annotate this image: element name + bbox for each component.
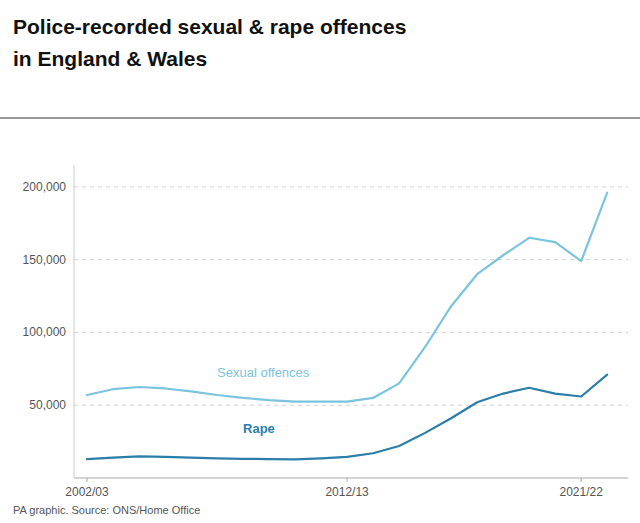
grid-line — [74, 405, 628, 406]
grid-line — [74, 259, 628, 260]
grid-line — [74, 332, 628, 333]
x-tick-label: 2002/03 — [65, 485, 109, 499]
x-tick — [347, 478, 348, 482]
title: Police-recorded sexual & rape offences — [13, 15, 406, 38]
y-axis-line — [74, 165, 75, 478]
title: in England & Wales — [13, 47, 207, 70]
chart: Police-recorded sexual & rape offences in… — [0, 0, 640, 523]
series-label: Sexual offences — [217, 365, 310, 380]
grid-line — [74, 186, 628, 187]
plot-area — [87, 193, 607, 460]
source-note: PA graphic. Source: ONS/Home Office — [13, 504, 200, 516]
y-tick-label: 50,000 — [29, 398, 66, 412]
y-tick-label: 150,000 — [23, 253, 67, 267]
x-tick-label: 2021/22 — [559, 485, 603, 499]
x-tick — [581, 478, 582, 482]
y-tick-label: 100,000 — [23, 325, 67, 339]
series-label: Rape — [243, 421, 275, 436]
grid — [74, 187, 628, 405]
x-tick — [87, 478, 88, 482]
x-tick-label: 2012/13 — [325, 485, 369, 499]
x-axis-line — [74, 478, 628, 479]
y-tick-label: 200,000 — [23, 180, 67, 194]
series-line — [87, 193, 607, 402]
series-line — [87, 375, 607, 460]
title-rule — [0, 117, 640, 118]
